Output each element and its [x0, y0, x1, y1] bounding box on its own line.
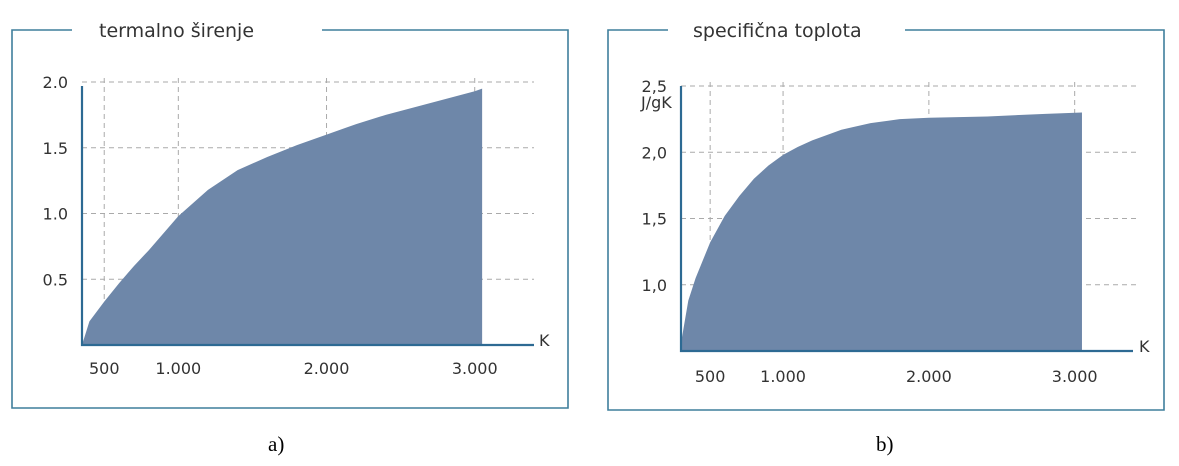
chart-frame [607, 29, 1165, 411]
x-tick-label: 500 [89, 359, 120, 378]
y-tick-label: 1.5 [43, 139, 68, 158]
axes [679, 86, 1133, 353]
y-tick-label: 1.0 [43, 205, 68, 224]
x-tick-label: 1.000 [155, 359, 201, 378]
thermal-expansion-chart: termalno širenje K 0.5 1.0 1.5 2.0 500 1.000… [11, 20, 569, 409]
y-tick-label: 1,0 [642, 276, 667, 295]
y-tick-label: 0.5 [43, 270, 68, 289]
area-series [681, 112, 1082, 351]
specific-heat-chart: specifična toplota J/gK K 1,0 1,5 2,0 2,5 5… [607, 20, 1165, 411]
x-tick-label: 500 [695, 367, 726, 386]
y-tick-label: 2.0 [43, 73, 68, 92]
x-tick-label: 1.000 [760, 367, 806, 386]
chart-frame [11, 29, 569, 409]
x-tick-label: 3.000 [452, 359, 498, 378]
axes [80, 86, 534, 347]
x-tick-label: 2.000 [906, 367, 952, 386]
y-tick-label: 1,5 [642, 210, 667, 229]
x-axis-unit: K [1139, 337, 1150, 356]
x-tick-label: 2.000 [304, 359, 350, 378]
x-tick-label: 3.000 [1052, 367, 1098, 386]
x-axis-unit: K [539, 331, 550, 350]
y-axis-unit: J/gK [640, 93, 672, 112]
caption-a: a) [268, 432, 285, 456]
caption-b: b) [876, 432, 894, 456]
chart-title: termalno širenje [99, 20, 254, 42]
area-series [74, 88, 483, 345]
y-tick-label: 2,5 [642, 77, 667, 96]
y-tick-label: 2,0 [642, 143, 667, 162]
chart-title: specifična toplota [693, 20, 862, 42]
